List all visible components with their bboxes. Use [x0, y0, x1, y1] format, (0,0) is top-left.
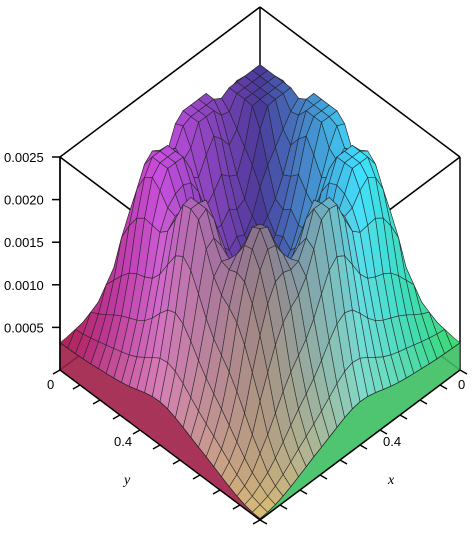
y-axis-label: y: [122, 473, 131, 488]
x-tick: [339, 459, 348, 465]
y-tick: [152, 444, 161, 450]
box-edge: [59, 6, 261, 158]
y-tick: [132, 429, 141, 435]
x-tick: [439, 384, 448, 390]
x-tick: [399, 414, 408, 420]
x-tick-label-0.4: 0.4: [383, 434, 401, 449]
x-tick: [419, 399, 428, 405]
z-tick-label: 0.0015: [4, 235, 44, 250]
z-tick-label: 0.0020: [4, 193, 44, 208]
surface-wall-right: [259, 342, 461, 521]
z-tick-label: 0.0025: [4, 150, 44, 165]
x-tick: [359, 444, 368, 450]
x-tick: [379, 429, 388, 435]
y-tick: [252, 519, 261, 525]
y-tick: [212, 489, 221, 495]
box-edge: [259, 6, 461, 158]
x-tick: [319, 474, 328, 480]
z-tick-label: 0.0010: [4, 278, 44, 293]
surface: [59, 63, 461, 521]
x-tick: [259, 519, 268, 525]
surface-wall-left: [59, 342, 261, 521]
y-tick-label-0.4: 0.4: [114, 434, 132, 449]
y-tick: [192, 474, 201, 480]
z-tick-label: 0.0005: [4, 320, 44, 335]
y-tick: [172, 459, 181, 465]
y-tick: [232, 504, 241, 510]
y-tick: [92, 399, 101, 405]
z-tick-labels: 0.0025 0.0020 0.0015 0.0010 0.0005: [4, 150, 44, 335]
y-tick-label-0: 0: [47, 377, 54, 392]
x-axis-label: x: [387, 473, 395, 488]
x-tick: [459, 369, 468, 375]
axes: [52, 156, 468, 525]
y-tick: [52, 369, 61, 375]
x-tick: [279, 504, 288, 510]
x-tick: [299, 489, 308, 495]
x-tick-label-0: 0: [458, 377, 465, 392]
y-tick: [112, 414, 121, 420]
y-tick: [72, 384, 81, 390]
